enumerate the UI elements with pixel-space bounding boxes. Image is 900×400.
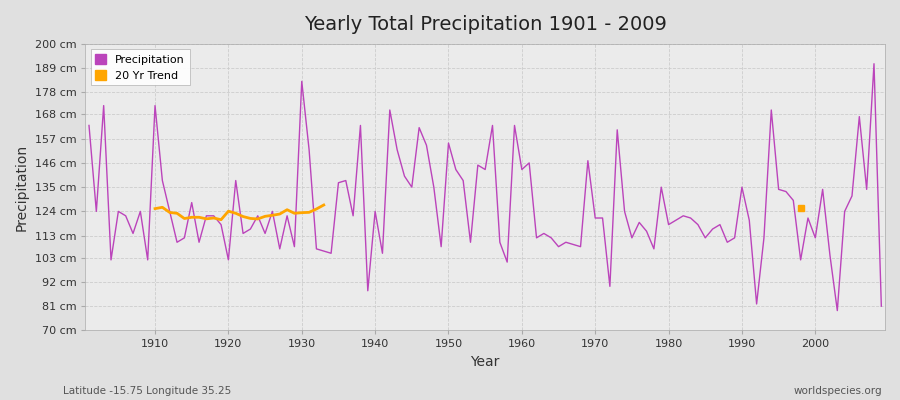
20 Yr Trend <box>172 211 183 216</box>
20 Yr Trend <box>252 216 263 221</box>
Precipitation <box>868 61 879 66</box>
Precipitation <box>832 308 842 313</box>
Line: 20 Yr Trend: 20 Yr Trend <box>155 205 324 220</box>
20 Yr Trend <box>267 213 278 218</box>
20 Yr Trend <box>223 209 234 214</box>
Y-axis label: Precipitation: Precipitation <box>15 144 29 231</box>
Precipitation <box>303 147 314 152</box>
20 Yr Trend <box>201 216 212 221</box>
20 Yr Trend <box>274 212 285 216</box>
20 Yr Trend <box>157 205 167 210</box>
Legend: Precipitation, 20 Yr Trend: Precipitation, 20 Yr Trend <box>91 50 190 86</box>
Precipitation <box>347 214 358 218</box>
20 Yr Trend <box>208 216 219 220</box>
20 Yr Trend <box>282 207 292 212</box>
Line: Precipitation: Precipitation <box>89 64 881 310</box>
20 Yr Trend <box>311 206 322 211</box>
20 Yr Trend <box>149 206 160 211</box>
X-axis label: Year: Year <box>471 355 500 369</box>
20 Yr Trend <box>260 214 271 219</box>
Text: Latitude -15.75 Longitude 35.25: Latitude -15.75 Longitude 35.25 <box>63 386 231 396</box>
20 Yr Trend <box>296 210 307 215</box>
20 Yr Trend <box>186 215 197 220</box>
Precipitation <box>605 284 616 289</box>
20 Yr Trend <box>165 210 176 215</box>
20 Yr Trend <box>303 210 314 215</box>
Precipitation <box>509 123 520 128</box>
Precipitation <box>84 123 94 128</box>
20 Yr Trend <box>194 215 204 220</box>
20 Yr Trend <box>289 211 300 216</box>
20 Yr Trend <box>179 216 190 221</box>
Precipitation <box>142 258 153 262</box>
Text: worldspecies.org: worldspecies.org <box>794 386 882 396</box>
Precipitation <box>517 167 527 172</box>
20 Yr Trend <box>216 217 227 222</box>
20 Yr Trend <box>245 216 256 221</box>
20 Yr Trend <box>230 211 241 216</box>
20 Yr Trend <box>238 214 248 219</box>
Precipitation <box>876 304 886 308</box>
Title: Yearly Total Precipitation 1901 - 2009: Yearly Total Precipitation 1901 - 2009 <box>303 15 667 34</box>
20 Yr Trend <box>319 202 329 207</box>
